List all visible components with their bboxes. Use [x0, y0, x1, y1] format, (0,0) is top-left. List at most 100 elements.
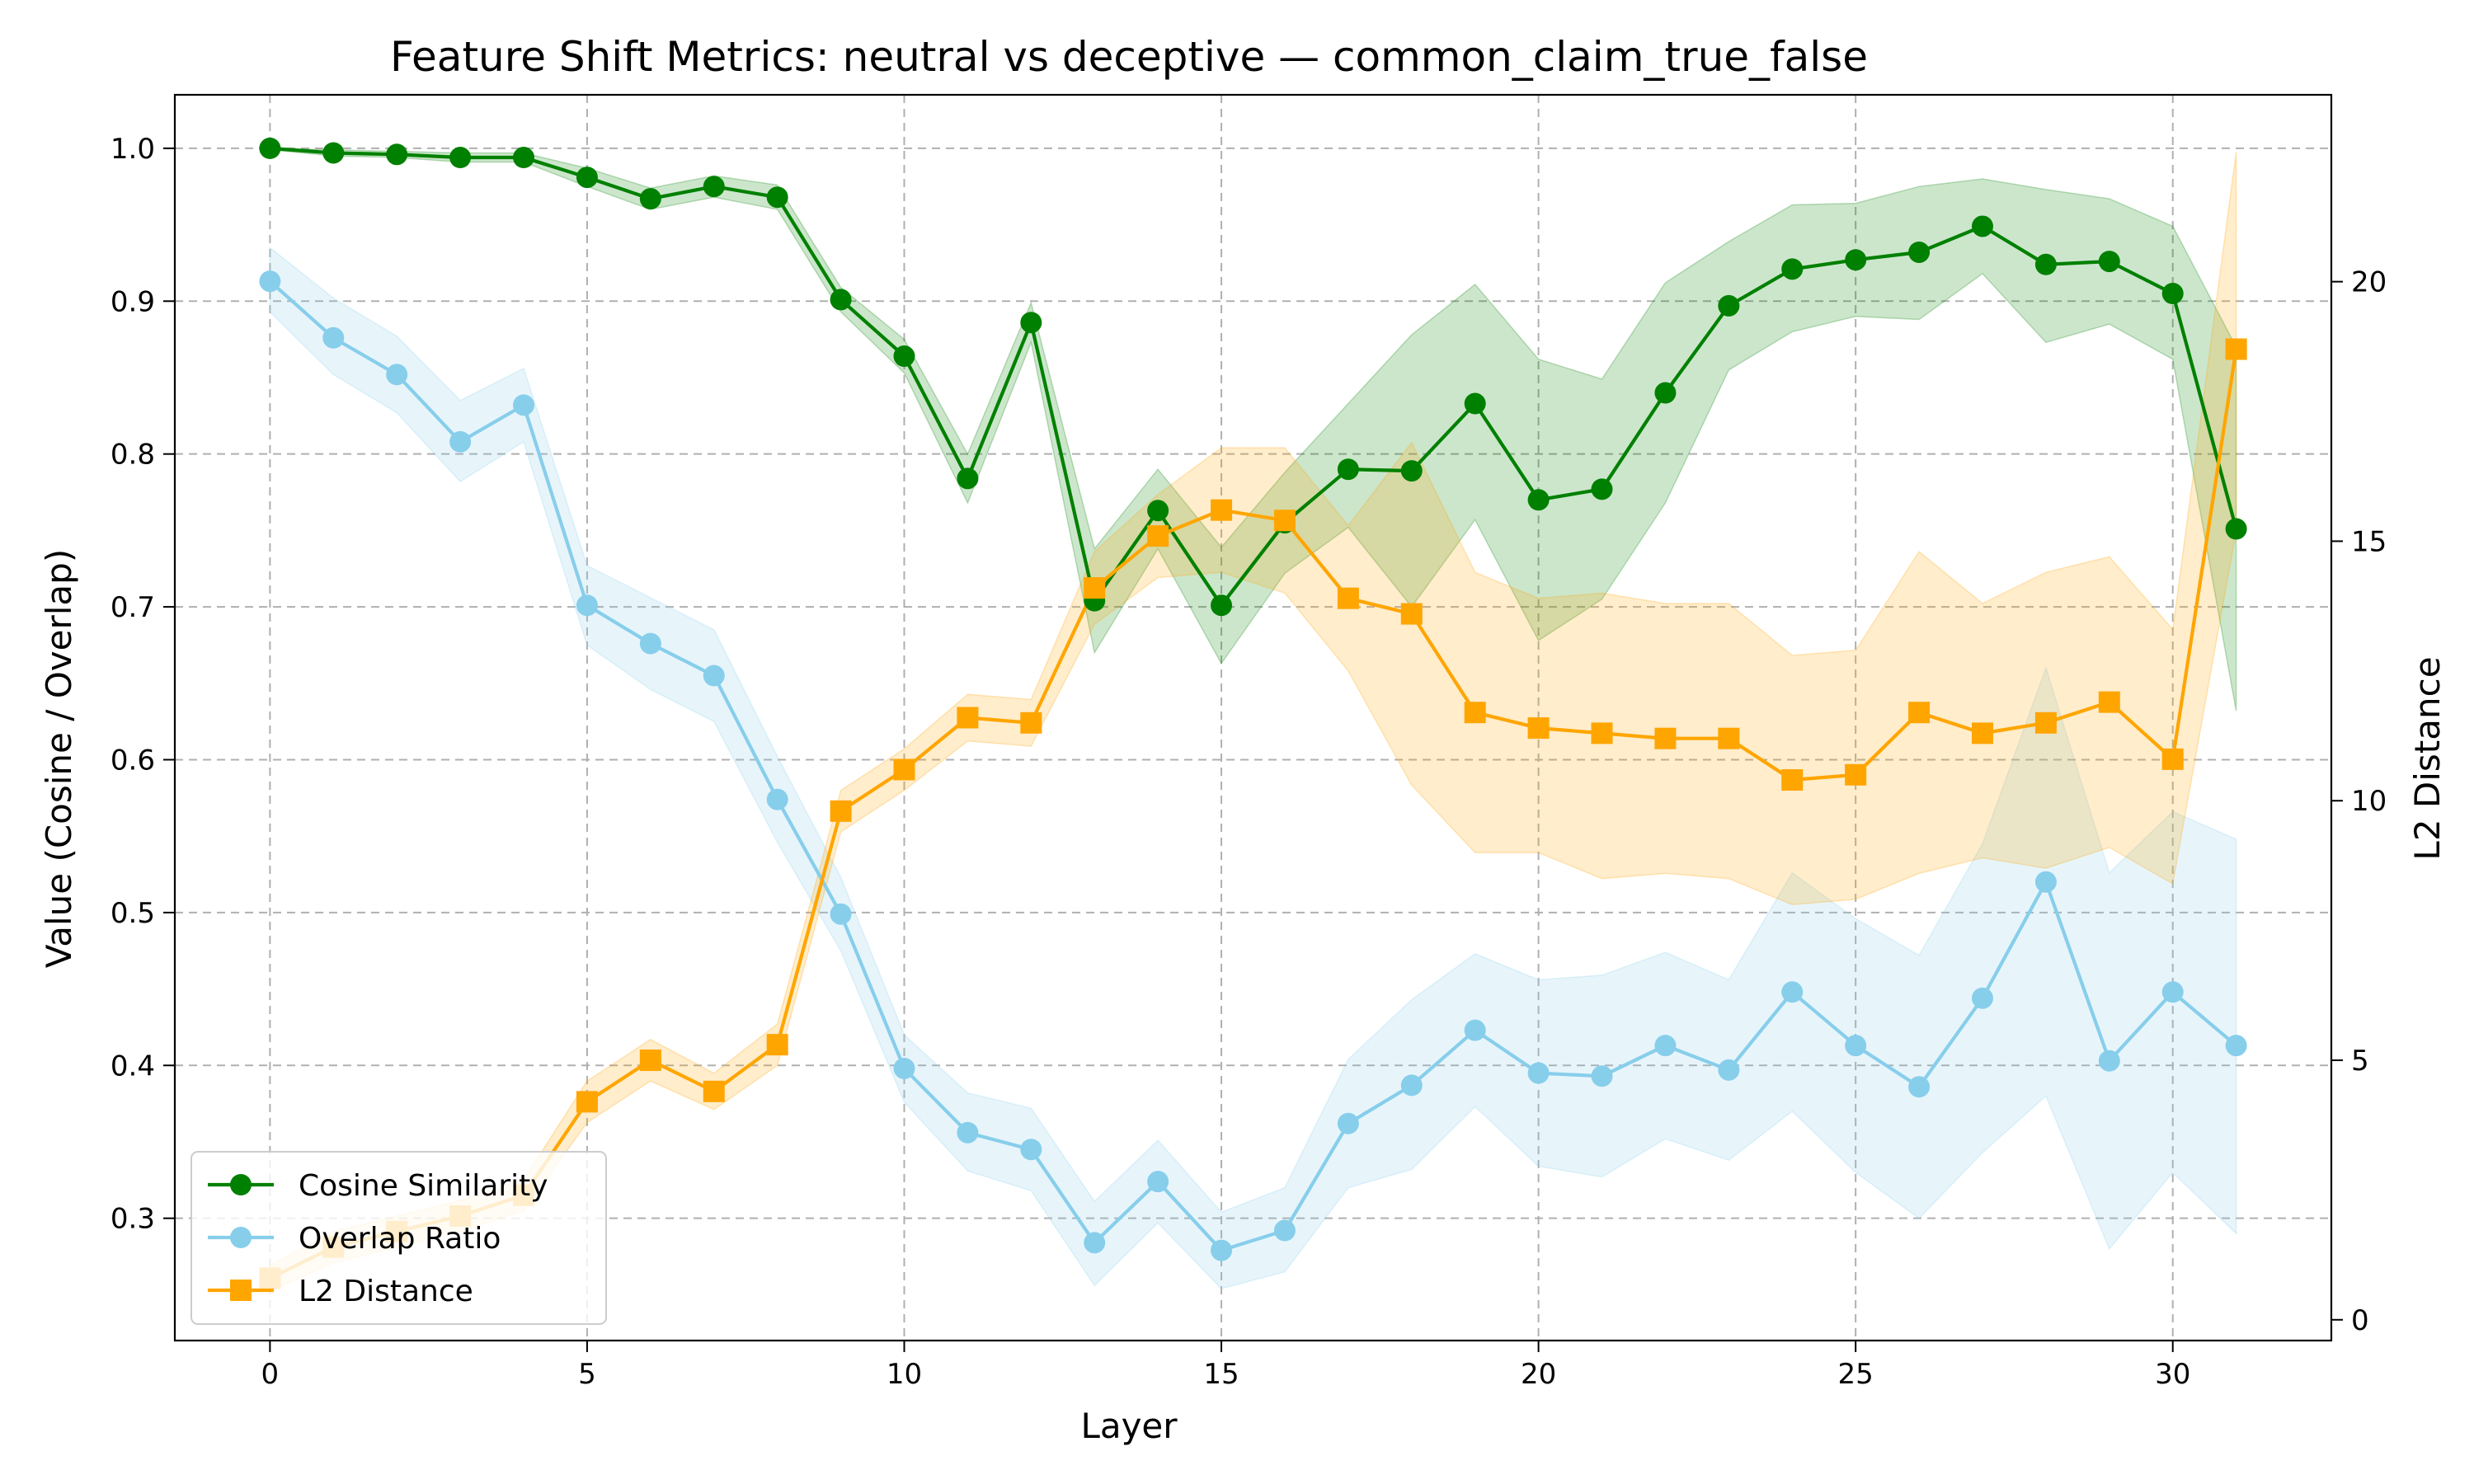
x-tick-label: 30: [2155, 1358, 2190, 1391]
overlap-ratio-point: [1718, 1059, 1740, 1081]
l2-distance-point: [1464, 702, 1486, 724]
l2-distance-point: [1400, 603, 1423, 625]
l2-distance-point: [830, 800, 852, 822]
overlap-ratio-band: [269, 246, 2237, 1289]
cosine-similarity-point: [322, 142, 345, 164]
x-axis-label: Layer: [1080, 1406, 1178, 1446]
cosine-similarity-point: [1020, 312, 1042, 334]
x-tick-label: 10: [887, 1358, 922, 1391]
l2-distance-point: [1337, 587, 1359, 609]
left-y-tick-label: 0.4: [111, 1050, 155, 1082]
x-tick-label: 5: [578, 1358, 596, 1391]
cosine-similarity-point: [1211, 594, 1233, 617]
x-tick-label: 20: [1521, 1358, 1556, 1391]
right-y-tick-label: 15: [2351, 525, 2387, 558]
left-y-tick-label: 0.6: [111, 744, 155, 777]
right-y-axis-ticks: 0 5 10 15 20: [2331, 266, 2387, 1337]
overlap-ratio-point: [1400, 1074, 1423, 1097]
l2-distance-point: [1908, 702, 1931, 724]
left-y-axis-ticks: 0.3 0.4 0.5 0.6 0.7 0.8 0.9 1.0: [111, 133, 175, 1236]
legend-box: [190, 1151, 607, 1325]
l2-distance-point: [2225, 338, 2247, 360]
cosine-similarity-point: [513, 147, 535, 169]
l2-distance-point: [2034, 711, 2057, 734]
overlap-ratio-point: [386, 364, 408, 386]
cosine-similarity-point: [1908, 241, 1931, 263]
overlap-ratio-point: [1273, 1219, 1296, 1242]
overlap-ratio-point: [1845, 1035, 1867, 1057]
cosine-similarity-point: [2034, 253, 2057, 275]
l2-distance-point: [1084, 577, 1106, 599]
l2-distance-point: [1591, 722, 1613, 744]
cosine-similarity-point: [639, 188, 661, 210]
overlap-ratio-legend-label: Overlap Ratio: [299, 1222, 501, 1256]
cosine-similarity-point: [2098, 251, 2120, 273]
cosine-similarity-point: [1845, 249, 1867, 271]
cosine-similarity-band: [269, 148, 2237, 711]
left-y-tick-label: 0.5: [111, 897, 155, 930]
cosine-similarity-point: [576, 167, 598, 189]
l2-distance-point: [1654, 727, 1677, 749]
cosine-similarity-point: [449, 147, 472, 169]
cosine-similarity-point: [1781, 258, 1804, 280]
l2-distance-legend-marker: [230, 1280, 252, 1301]
cosine-similarity-point: [1527, 489, 1550, 511]
cosine-similarity-point: [766, 186, 788, 209]
l2-distance-point: [576, 1091, 598, 1113]
overlap-ratio-point: [703, 665, 725, 687]
legend: Cosine Similarity Overlap Ratio L2 Distanc…: [190, 1151, 607, 1325]
overlap-ratio-point: [957, 1121, 979, 1144]
left-y-tick-label: 0.9: [111, 285, 155, 318]
overlap-ratio-line: [269, 279, 2237, 1252]
overlap-ratio-point: [1781, 981, 1804, 1003]
l2-distance-legend-label: L2 Distance: [299, 1275, 473, 1308]
overlap-ratio-point: [1908, 1076, 1931, 1098]
overlap-ratio-point: [1654, 1035, 1677, 1057]
overlap-ratio-point: [1084, 1232, 1106, 1254]
overlap-ratio-legend-marker: [230, 1227, 252, 1248]
cosine-similarity-point: [1147, 500, 1169, 522]
right-y-axis-label: L2 Distance: [2407, 656, 2448, 860]
left-y-tick-label: 0.3: [111, 1203, 155, 1236]
cosine-similarity-point: [2161, 283, 2184, 305]
l2-distance-point: [1147, 525, 1169, 547]
overlap-ratio-point: [1464, 1019, 1486, 1041]
l2-distance-point: [2161, 748, 2184, 770]
cosine-similarity-legend-label: Cosine Similarity: [299, 1169, 548, 1203]
overlap-ratio-point: [2034, 871, 2057, 893]
cosine-similarity-point: [1400, 460, 1423, 482]
right-y-tick-label: 10: [2351, 785, 2387, 818]
l2-distance-point: [639, 1050, 661, 1072]
right-y-tick-label: 0: [2351, 1304, 2369, 1337]
overlap-ratio-point: [513, 394, 535, 416]
left-y-tick-label: 0.7: [111, 591, 155, 624]
overlap-ratio-point: [259, 270, 281, 293]
overlap-ratio-point: [1337, 1112, 1359, 1134]
overlap-ratio-point: [830, 903, 852, 925]
l2-distance-point: [1781, 769, 1804, 791]
l2-distance-point: [1273, 510, 1296, 532]
l2-distance-point: [1527, 717, 1550, 740]
cosine-similarity-point: [1654, 382, 1677, 404]
overlap-ratio-point: [449, 430, 472, 453]
cosine-similarity-point: [1337, 458, 1359, 481]
overlap-ratio-point: [1147, 1171, 1169, 1193]
overlap-ratio-point: [2161, 981, 2184, 1003]
overlap-ratio-point: [322, 326, 345, 349]
overlap-ratio-point: [893, 1057, 915, 1079]
overlap-ratio-point: [2098, 1050, 2120, 1072]
l2-distance-point: [1718, 727, 1740, 749]
plot-frame: [173, 93, 2333, 1342]
x-tick-label: 25: [1838, 1358, 1874, 1391]
overlap-ratio-point: [2225, 1035, 2247, 1057]
cosine-similarity-point: [1971, 215, 1993, 237]
cosine-similarity-point: [1591, 478, 1613, 500]
right-y-tick-label: 5: [2351, 1045, 2369, 1078]
x-axis-ticks: 0 5 10 15 20 25 30: [261, 1341, 2190, 1391]
left-y-tick-label: 1.0: [111, 133, 155, 166]
l2-distance-point: [957, 707, 979, 729]
chart-title: Feature Shift Metrics: neutral vs decept…: [390, 33, 1868, 81]
overlap-ratio-point: [639, 632, 661, 655]
cosine-similarity-point: [259, 137, 281, 159]
